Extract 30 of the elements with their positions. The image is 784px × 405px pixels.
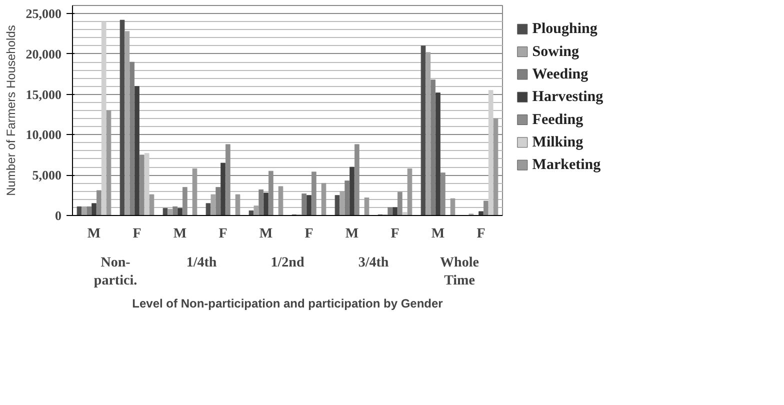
x-tick-label: F xyxy=(132,226,142,242)
legend-label: Milking xyxy=(532,134,584,150)
legend-label: Marketing xyxy=(532,157,602,174)
x-tick-label: M xyxy=(431,226,445,242)
x-tick-label: M xyxy=(87,226,101,242)
y-tick-label: 5,000 xyxy=(32,168,62,183)
text: 3/4th xyxy=(358,256,389,270)
x-tick-label: M xyxy=(345,226,359,242)
x-tick-label: M xyxy=(259,226,273,242)
text: 1/2nd xyxy=(270,256,304,270)
y-tick-label: 0 xyxy=(55,208,62,223)
x-tick-label: F xyxy=(390,226,400,242)
legend-label: Feeding xyxy=(532,112,584,128)
text: Whole Time xyxy=(440,256,479,288)
x-axis-title: Level of Non-participation and participation by Gender xyxy=(132,296,444,310)
x-tick-label: M xyxy=(173,226,187,242)
legend-label: Harvesting xyxy=(532,89,604,106)
x-tick-label: F xyxy=(218,226,228,242)
y-axis-title: Number of Farmers Households xyxy=(4,25,18,196)
text: Non- partici. xyxy=(94,256,138,288)
y-tick-label: 10,000 xyxy=(26,127,62,142)
y-tick-label: 15,000 xyxy=(26,86,62,102)
legend-label: Ploughing xyxy=(532,21,598,38)
y-tick-label: 20,000 xyxy=(26,46,62,62)
legend-label: Sowing xyxy=(532,44,580,60)
text: 1/4th xyxy=(186,256,217,270)
legend-label: Weeding xyxy=(532,66,589,82)
y-tick-label: 25,000 xyxy=(26,6,62,22)
x-tick-label: F xyxy=(304,226,314,242)
x-tick-label: F xyxy=(476,226,486,242)
